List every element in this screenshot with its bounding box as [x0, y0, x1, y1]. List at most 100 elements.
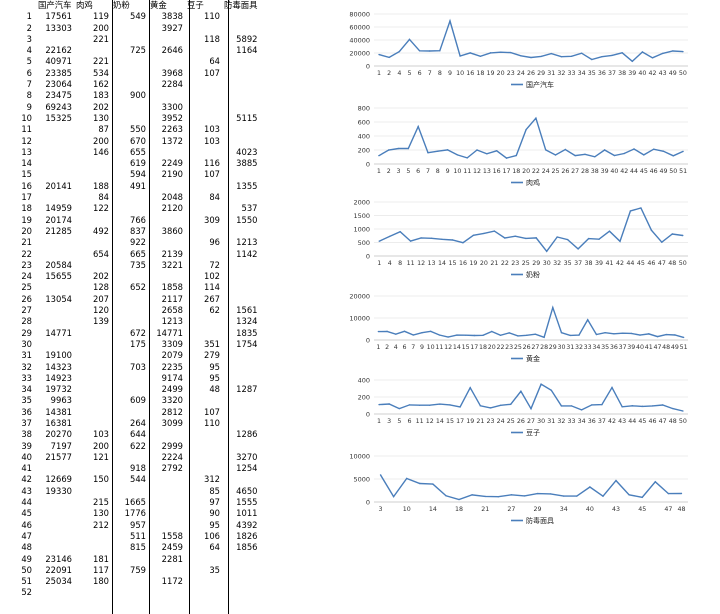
table-cell[interactable] — [74, 260, 111, 271]
column-header[interactable]: 豆子 — [187, 0, 204, 10]
table-cell[interactable]: 652 — [130, 282, 146, 293]
table-cell[interactable]: 69243 — [45, 101, 72, 112]
table-cell[interactable]: 4650 — [236, 485, 258, 496]
table-cell[interactable]: 162 — [93, 79, 109, 90]
table-cell[interactable]: 267 — [204, 293, 220, 304]
table-cell[interactable]: 215 — [93, 497, 109, 508]
table-cell[interactable]: 2999 — [161, 440, 183, 451]
table-cell[interactable] — [111, 407, 148, 418]
table-cell[interactable]: 672 — [130, 327, 146, 338]
table-cell[interactable] — [185, 441, 222, 452]
table-cell[interactable]: 110 — [204, 11, 220, 22]
table-cell[interactable]: 900 — [130, 90, 146, 101]
table-cell[interactable]: 3927 — [161, 22, 183, 33]
table-cell[interactable] — [36, 339, 74, 350]
table-cell[interactable]: 1213 — [161, 316, 183, 327]
table-cell[interactable]: 13303 — [45, 22, 72, 33]
table-cell[interactable]: 48 — [209, 384, 220, 395]
table-cell[interactable]: 534 — [93, 67, 109, 78]
table-cell[interactable]: 549 — [130, 11, 146, 22]
table-cell[interactable] — [111, 350, 148, 361]
table-cell[interactable]: 130 — [93, 508, 109, 519]
table-cell[interactable] — [185, 316, 222, 327]
table-cell[interactable] — [36, 169, 74, 180]
table-cell[interactable]: 85 — [209, 485, 220, 496]
table-cell[interactable]: 654 — [93, 248, 109, 259]
table-cell[interactable]: 95 — [209, 519, 220, 530]
table-cell[interactable]: 1558 — [161, 530, 183, 541]
table-cell[interactable] — [74, 587, 111, 598]
table-cell[interactable]: 14771 — [156, 327, 183, 338]
column-header[interactable]: 肉鸡 — [76, 0, 93, 10]
table-cell[interactable]: 150 — [93, 474, 109, 485]
table-cell[interactable]: 130 — [93, 112, 109, 123]
table-cell[interactable]: 1665 — [124, 497, 146, 508]
table-cell[interactable]: 212 — [93, 519, 109, 530]
table-cell[interactable]: 264 — [130, 417, 146, 428]
table-cell[interactable] — [148, 520, 185, 531]
table-cell[interactable]: 2235 — [161, 361, 183, 372]
table-cell[interactable] — [74, 407, 111, 418]
table-cell[interactable]: 3099 — [161, 417, 183, 428]
table-cell[interactable]: 2284 — [161, 79, 183, 90]
table-cell[interactable]: 202 — [93, 271, 109, 282]
table-cell[interactable] — [111, 23, 148, 34]
table-cell[interactable] — [185, 113, 222, 124]
table-cell[interactable]: 2658 — [161, 305, 183, 316]
table-cell[interactable]: 2117 — [161, 293, 183, 304]
table-cell[interactable]: 22162 — [45, 45, 72, 56]
table-cell[interactable] — [185, 463, 222, 474]
table-cell[interactable]: 87 — [98, 124, 109, 135]
table-cell[interactable]: 9174 — [161, 372, 183, 383]
table-cell[interactable]: 20141 — [45, 180, 72, 191]
table-cell[interactable]: 2792 — [161, 463, 183, 474]
table-cell[interactable]: 2048 — [161, 192, 183, 203]
table-cell[interactable] — [148, 56, 185, 67]
table-cell[interactable]: 23385 — [45, 67, 72, 78]
table-cell[interactable]: 19330 — [45, 485, 72, 496]
table-cell[interactable]: 594 — [130, 169, 146, 180]
table-cell[interactable]: 3838 — [161, 11, 183, 22]
table-cell[interactable]: 202 — [93, 101, 109, 112]
table-cell[interactable]: 1011 — [236, 508, 258, 519]
table-cell[interactable]: 815 — [130, 542, 146, 553]
table-cell[interactable]: 21577 — [45, 451, 72, 462]
table-cell[interactable]: 207 — [93, 293, 109, 304]
table-cell[interactable]: 103 — [93, 429, 109, 440]
table-cell[interactable]: 121 — [93, 451, 109, 462]
table-cell[interactable]: 23064 — [45, 79, 72, 90]
table-cell[interactable] — [74, 418, 111, 429]
table-cell[interactable]: 2224 — [161, 451, 183, 462]
table-cell[interactable] — [185, 226, 222, 237]
table-cell[interactable]: 181 — [93, 553, 109, 564]
table-cell[interactable] — [74, 373, 111, 384]
table-cell[interactable]: 188 — [93, 180, 109, 191]
table-cell[interactable]: 351 — [204, 338, 220, 349]
table-cell[interactable] — [74, 339, 111, 350]
table-cell[interactable] — [148, 474, 185, 485]
table-cell[interactable]: 644 — [130, 429, 146, 440]
table-cell[interactable]: 609 — [130, 395, 146, 406]
table-cell[interactable]: 3968 — [161, 67, 183, 78]
table-cell[interactable]: 23146 — [45, 553, 72, 564]
table-cell[interactable]: 922 — [130, 237, 146, 248]
table-cell[interactable]: 12669 — [45, 474, 72, 485]
table-cell[interactable]: 110 — [204, 417, 220, 428]
table-cell[interactable]: 107 — [204, 406, 220, 417]
table-cell[interactable]: 1142 — [236, 248, 258, 259]
table-cell[interactable] — [36, 136, 74, 147]
table-cell[interactable]: 20174 — [45, 214, 72, 225]
table-cell[interactable]: 492 — [93, 225, 109, 236]
table-cell[interactable]: 1254 — [236, 463, 258, 474]
table-cell[interactable]: 103 — [204, 135, 220, 146]
table-cell[interactable]: 96 — [209, 237, 220, 248]
column-header[interactable]: 国产汽车 — [38, 0, 72, 10]
column-header[interactable]: 奶粉 — [113, 0, 130, 10]
table-cell[interactable]: 200 — [93, 440, 109, 451]
table-cell[interactable]: 670 — [130, 135, 146, 146]
table-cell[interactable] — [148, 237, 185, 248]
table-cell[interactable]: 309 — [204, 214, 220, 225]
table-cell[interactable] — [36, 316, 74, 327]
table-cell[interactable] — [74, 395, 111, 406]
table-cell[interactable]: 312 — [204, 474, 220, 485]
